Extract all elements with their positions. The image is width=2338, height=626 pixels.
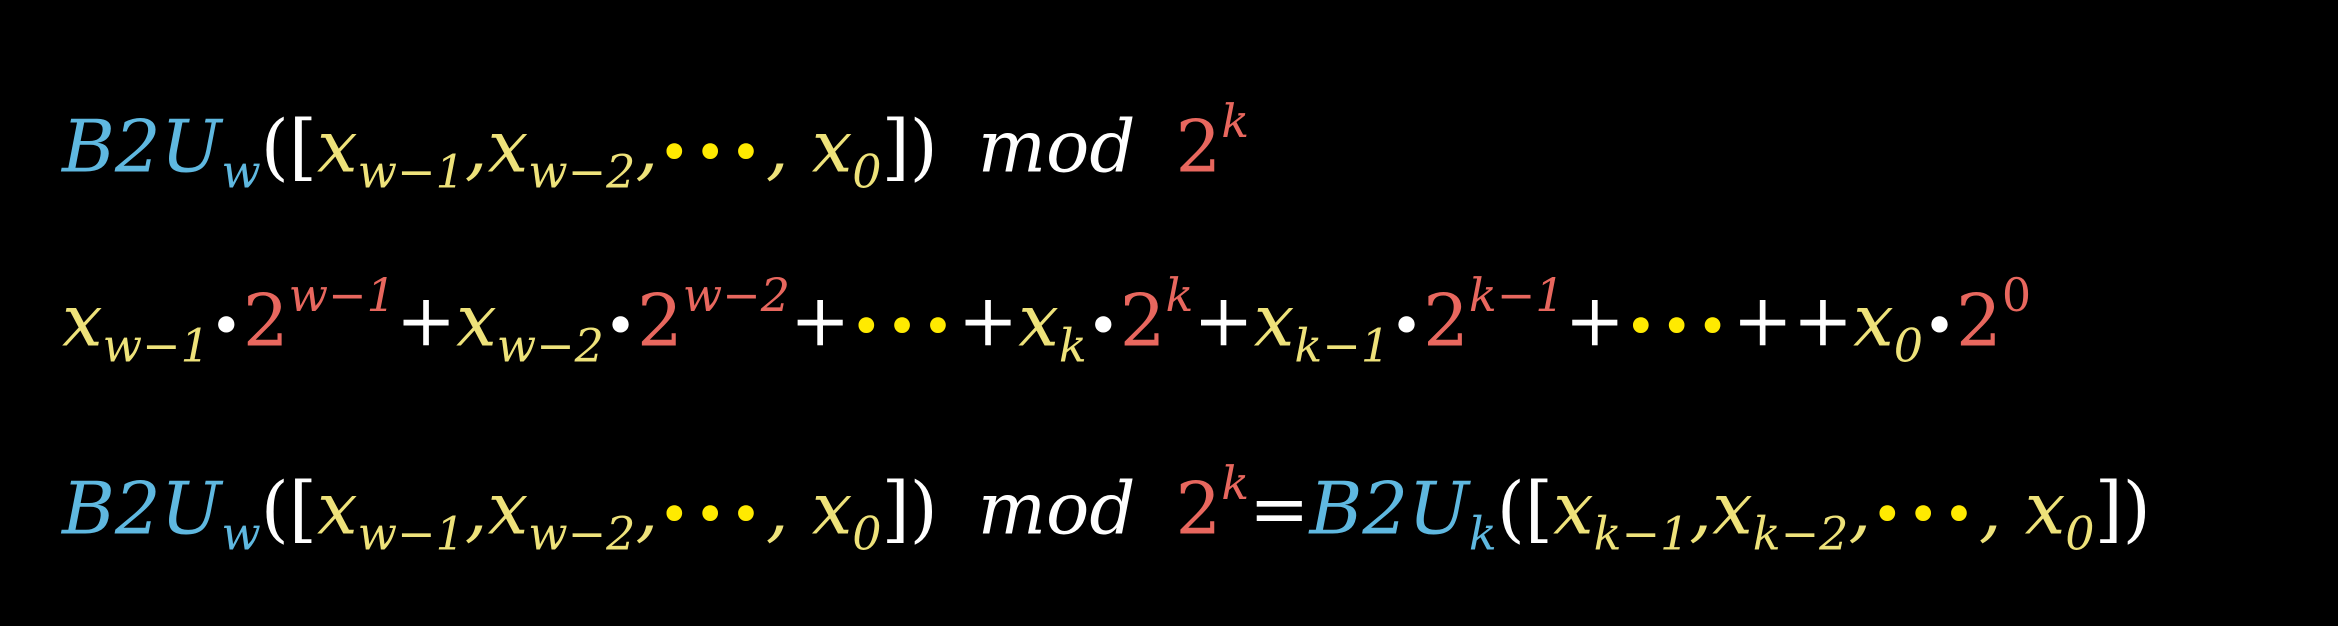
close-bracket: ]) (881, 466, 938, 551)
plus: + (1193, 278, 1254, 363)
power-base: 2 (1175, 466, 1222, 551)
comma: , (1978, 466, 2002, 551)
var-x: x (811, 104, 853, 189)
function-subscript: w (221, 506, 261, 561)
comma: , (464, 104, 488, 189)
comma: , (635, 466, 659, 551)
multiply-dot: • (209, 294, 243, 360)
var-x: x (1712, 466, 1753, 551)
ellipsis: ••• (1871, 483, 1979, 547)
var-x: x (1552, 466, 1594, 551)
var-subscript: k−1 (1294, 318, 1391, 373)
equation-line-3: B2Uw([xw−1,xw−2,•••, x0]) mod 2k=B2Uk([xk−… (62, 460, 2151, 557)
function-name: B2U (62, 104, 222, 189)
var-subscript: w−2 (528, 144, 636, 199)
comma: , (765, 466, 789, 551)
var-subscript: w−1 (357, 144, 465, 199)
var-subscript: 0 (2065, 506, 2095, 561)
equation-line-2: xw−1•2w−1+xw−2•2w−2+•••+xk•2k+xk−1•2k−1+… (62, 272, 2031, 369)
function-subscript: w (221, 144, 261, 199)
mod-operator: mod (977, 466, 1136, 551)
var-subscript: w−2 (496, 318, 604, 373)
var-subscript: k−1 (1593, 506, 1690, 561)
equation-line-1: B2Uw([xw−1,xw−2,•••, x0]) mod 2k (62, 98, 1249, 195)
function-name: B2U (1309, 466, 1469, 551)
ellipsis: ••• (1624, 295, 1733, 359)
var-x: x (2024, 466, 2066, 551)
open-bracket: ([ (260, 466, 317, 551)
open-bracket: ([ (1496, 466, 1553, 551)
var-subscript: 0 (852, 506, 882, 561)
var-subscript: w−1 (102, 318, 210, 373)
power-exponent: k (1165, 268, 1194, 322)
var-x: x (811, 466, 853, 551)
plus: + (789, 278, 851, 363)
comma: , (1848, 466, 1872, 551)
function-subscript: k (1468, 506, 1497, 561)
var-x: x (316, 104, 358, 189)
power-base: 2 (1423, 278, 1469, 363)
close-bracket: ]) (2094, 466, 2151, 551)
power-base: 2 (636, 278, 683, 363)
ellipsis: ••• (850, 295, 958, 359)
var-subscript: 0 (852, 144, 882, 199)
var-x: x (456, 278, 497, 363)
plus: + (395, 278, 457, 363)
comma: , (464, 466, 488, 551)
plus: + (957, 278, 1019, 363)
power-base: 2 (1119, 278, 1166, 363)
comma: , (635, 104, 659, 189)
power-base: 2 (1956, 278, 2002, 363)
ellipsis: ••• (658, 121, 766, 185)
comma: , (765, 104, 789, 189)
power-exponent: w−2 (682, 268, 790, 322)
power-exponent: k−1 (1468, 268, 1565, 322)
power-exponent: w−1 (288, 268, 396, 322)
close-bracket: ]) (881, 104, 938, 189)
multiply-dot: • (1923, 294, 1957, 360)
plus: + (1564, 278, 1625, 363)
var-x: x (487, 104, 529, 189)
mod-operator: mod (977, 104, 1136, 189)
var-subscript: k (1058, 318, 1087, 373)
power-exponent: 0 (2001, 268, 2032, 322)
double-plus: ++ (1732, 278, 1854, 363)
var-x: x (316, 466, 358, 551)
var-subscript: w−2 (528, 506, 636, 561)
var-x: x (1018, 278, 1059, 363)
power-exponent: k (1221, 94, 1250, 148)
function-name: B2U (62, 466, 222, 551)
var-subscript: 0 (1893, 318, 1923, 373)
var-subscript: w−1 (357, 506, 465, 561)
var-x: x (1253, 278, 1295, 363)
var-subscript: k−2 (1752, 506, 1849, 561)
ellipsis: ••• (658, 483, 766, 547)
var-x: x (1853, 278, 1894, 363)
var-x: x (487, 466, 529, 551)
comma: , (1689, 466, 1713, 551)
equals-sign: = (1249, 466, 1310, 551)
multiply-dot: • (603, 294, 637, 360)
var-x: x (62, 278, 103, 363)
multiply-dot: • (1390, 294, 1424, 360)
power-exponent: k (1221, 456, 1250, 510)
power-base: 2 (242, 278, 289, 363)
power-base: 2 (1175, 104, 1222, 189)
multiply-dot: • (1086, 294, 1120, 360)
open-bracket: ([ (260, 104, 317, 189)
